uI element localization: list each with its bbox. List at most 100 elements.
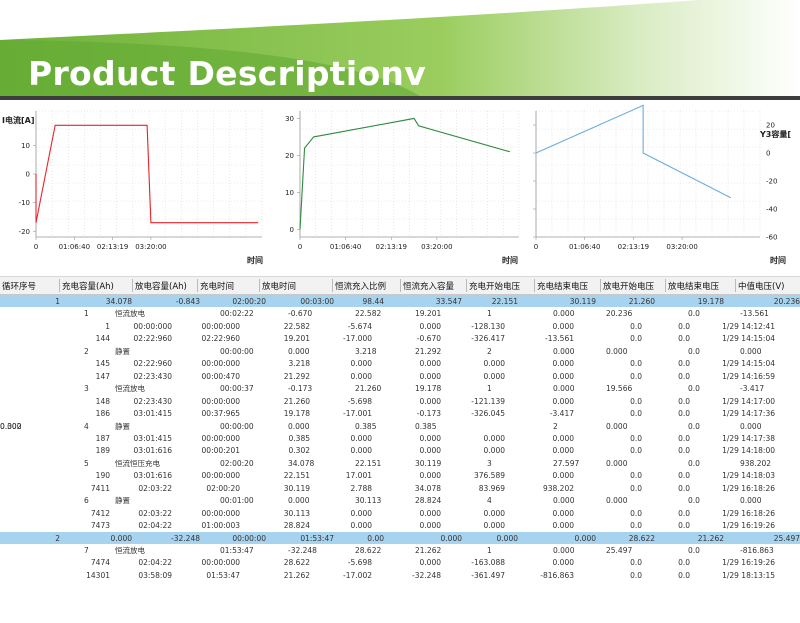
table-row[interactable]: 144 02:22:960 02:22:960 19.201 -17.000 -0.670… (0, 332, 800, 344)
column-header[interactable]: 充电时间 (200, 282, 235, 292)
table-cell: 0.0 (630, 570, 642, 580)
charts-area: 10 0 -10 -20 0 01:06:40 02:13:19 03:20:00 时间 I电流[… (0, 103, 800, 268)
table-row[interactable]: 1 00:00:000 00:00:000 22.582 -5.674 0.000 -128… (0, 320, 800, 332)
x-tick-label: 0 (534, 243, 538, 251)
table-row[interactable]: 186 03:01:415 00:37:965 19.178 -17.001 -0.173… (0, 407, 800, 419)
table-cell: -326.045 (471, 409, 505, 419)
column-header[interactable]: 放电开始电压 (603, 282, 655, 292)
table-cell: 7411 (90, 483, 110, 493)
table-cell: 02:22:960 (201, 334, 240, 344)
column-header[interactable]: 恒流充入比例 (335, 282, 387, 292)
table-cell: 1 (487, 384, 492, 394)
table-cell: 19.201 (283, 334, 310, 344)
table-cell: 02:03:22 (138, 483, 172, 493)
column-header[interactable]: 充电开始电压 (469, 282, 521, 292)
table-cell: 0.000 (288, 496, 310, 506)
chart-capacity: 20 0 -20 -40 -60 0 01:06:40 02:13:19 03:20:00 时间 Y… (528, 103, 800, 268)
table-cell: 1/29 14:16:59 (722, 371, 775, 381)
table-cell: 00:00:37 (220, 384, 254, 394)
table-row[interactable]: 7474 02:04:22 00:00:000 28.622 -5.698 0.000 -1… (0, 556, 800, 568)
table-row[interactable]: 148 02:23:430 00:00:000 21.260 -5.698 0.000 -1… (0, 395, 800, 407)
column-header[interactable]: 放电时间 (262, 282, 297, 292)
table-cell: 0.0 (630, 471, 642, 481)
column-header[interactable]: 充电结束电压 (537, 282, 589, 292)
column-separator[interactable] (600, 279, 601, 292)
table-row[interactable]: 187 03:01:415 00:00:000 0.385 0.000 0.000 0.00… (0, 432, 800, 444)
table-cell: 25.497 (606, 546, 633, 555)
table-cell: 2 (55, 533, 60, 543)
table-cell: 21.262 (697, 533, 724, 543)
table-row[interactable]: 4 静置 00:00:00 0.000 0.385 0.385 0.302 2 0.000 0.0… (0, 420, 800, 432)
table-cell: 0.000 (350, 371, 372, 381)
table-row[interactable]: 1 恒流放电 00:02:22 -0.670 22.582 19.201 1 0.000 20.… (0, 307, 800, 319)
grid-header: 循环序号 充电容量(Ah) 放电容量(Ah) 充电时间 放电时间 恒流充入比例 恒流充入容量… (0, 276, 800, 295)
table-cell: 0.000 (483, 433, 505, 443)
table-cell: 0.000 (740, 346, 762, 356)
x-tick-label: 02:13:19 (97, 243, 128, 251)
column-separator[interactable] (59, 279, 60, 292)
table-row[interactable]: 7412 02:03:22 00:00:000 30.113 0.000 0.000 0.0… (0, 507, 800, 519)
table-row[interactable]: 2 0.000 -32.248 00:00:00 01:53:47 0.00 0.000 0.… (0, 531, 800, 544)
column-separator[interactable] (735, 279, 736, 292)
table-cell: 0.0 (678, 508, 690, 518)
series-line (535, 104, 732, 199)
column-header[interactable]: 中值电压(V) (738, 282, 785, 292)
table-row[interactable]: 147 02:23:430 00:00:470 21.292 0.000 0.000 0.0… (0, 370, 800, 382)
column-header[interactable]: 循环序号 (2, 282, 37, 292)
table-row[interactable]: 6 静置 00:01:00 0.000 30.113 28.824 4 0.000 0.000 0… (0, 494, 800, 506)
table-cell: -3.417 (549, 409, 574, 419)
table-cell: -816.863 (540, 570, 574, 580)
table-cell: 03:58:09 (138, 570, 172, 580)
table-cell: 21.260 (628, 297, 655, 306)
table-row[interactable]: 2 静置 00:00:00 0.000 3.218 21.292 2 0.000 0.000 0.… (0, 345, 800, 357)
table-cell: 1 (84, 309, 89, 319)
y-tick-label: 0 (766, 150, 770, 158)
table-row[interactable]: 145 02:22:960 00:00:000 3.218 0.000 0.000 0.00… (0, 357, 800, 369)
table-cell: 30.119 (283, 483, 310, 493)
column-separator[interactable] (665, 279, 666, 292)
table-row[interactable]: 190 03:01:616 00:00:000 22.151 17.001 0.000 37… (0, 469, 800, 481)
chart-voltage-svg: 30 20 10 0 0 01:06:40 02:13:19 03:20:00 时间 (285, 110, 520, 265)
chart-current: 10 0 -10 -20 0 01:06:40 02:13:19 03:20:00 时间 I电流[… (0, 103, 270, 268)
column-header[interactable]: 恒流充入容量 (403, 282, 455, 292)
x-tick-label: 03:20:00 (135, 243, 166, 251)
table-cell: 0.000 (606, 421, 628, 431)
banner-background (0, 0, 800, 100)
table-cell: 0.000 (350, 433, 372, 443)
column-header[interactable]: 放电结束电压 (668, 282, 720, 292)
column-separator[interactable] (197, 279, 198, 292)
column-header[interactable]: 放电容量(Ah) (135, 282, 187, 292)
table-cell: 0.0 (630, 334, 642, 344)
table-cell: 19.178 (415, 384, 442, 394)
banner: Product Descriptionv (0, 0, 800, 100)
table-cell: 1/29 16:19:26 (722, 558, 775, 568)
column-separator[interactable] (466, 279, 467, 292)
column-header[interactable]: 充电容量(Ah) (62, 282, 114, 292)
column-separator[interactable] (332, 279, 333, 292)
table-row[interactable]: 14301 03:58:09 01:53:47 21.262 -17.002 -32.24… (0, 569, 800, 581)
data-grid: 循环序号 充电容量(Ah) 放电容量(Ah) 充电时间 放电时间 恒流充入比例 恒流充入容量… (0, 276, 800, 616)
table-cell: 0.000 (553, 309, 575, 319)
table-cell: 00:00:000 (201, 433, 240, 443)
column-separator[interactable] (400, 279, 401, 292)
table-cell: 0.000 (553, 496, 575, 506)
table-row[interactable]: 3 恒流放电 00:00:37 -0.173 21.260 19.178 1 0.000 19.… (0, 382, 800, 394)
table-cell: 83.969 (478, 483, 505, 493)
column-separator[interactable] (534, 279, 535, 292)
table-cell: 0.000 (483, 521, 505, 531)
table-cell: 0.0 (688, 346, 700, 356)
column-separator[interactable] (259, 279, 260, 292)
table-row[interactable]: 189 03:01:616 00:00:201 0.302 0.000 0.000 0.00… (0, 444, 800, 456)
table-cell: 02:00:20 (220, 458, 254, 468)
table-row[interactable]: 7473 02:04:22 01:00:003 28.824 0.000 0.000 0.0… (0, 519, 800, 531)
x-axis-unit: 时间 (502, 255, 518, 265)
table-row[interactable]: 7 恒流放电 01:53:47 -32.248 28.622 21.262 1 0.000 25… (0, 544, 800, 556)
table-row[interactable]: 1 34.078 -0.843 02:00:20 00:03:00 98.44 33.547… (0, 295, 800, 308)
table-row[interactable]: 7411 02:03:22 02:00:20 30.119 2.788 34.078 83.… (0, 482, 800, 494)
table-cell: 0.000 (419, 508, 441, 518)
table-cell: 148 (95, 396, 110, 406)
table-row[interactable]: 5 恒流恒压充电 02:00:20 34.078 22.151 30.119 3 27.597… (0, 457, 800, 469)
column-separator[interactable] (132, 279, 133, 292)
table-cell: 0.000 (419, 371, 441, 381)
table-cell: 938.202 (740, 458, 772, 468)
